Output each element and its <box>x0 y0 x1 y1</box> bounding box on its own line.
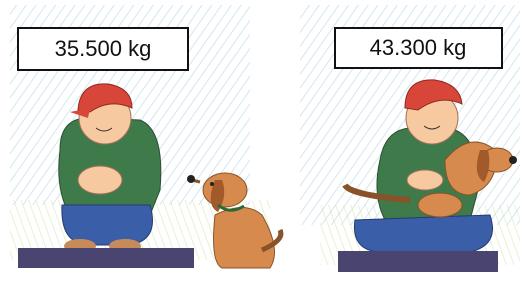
scale-reading: 43.300 kg <box>370 35 467 60</box>
scale <box>18 248 194 268</box>
scale <box>338 251 498 272</box>
illustration: 35.500 kg 43.300 kg <box>0 0 525 284</box>
scale-reading: 35.500 kg <box>55 36 152 61</box>
